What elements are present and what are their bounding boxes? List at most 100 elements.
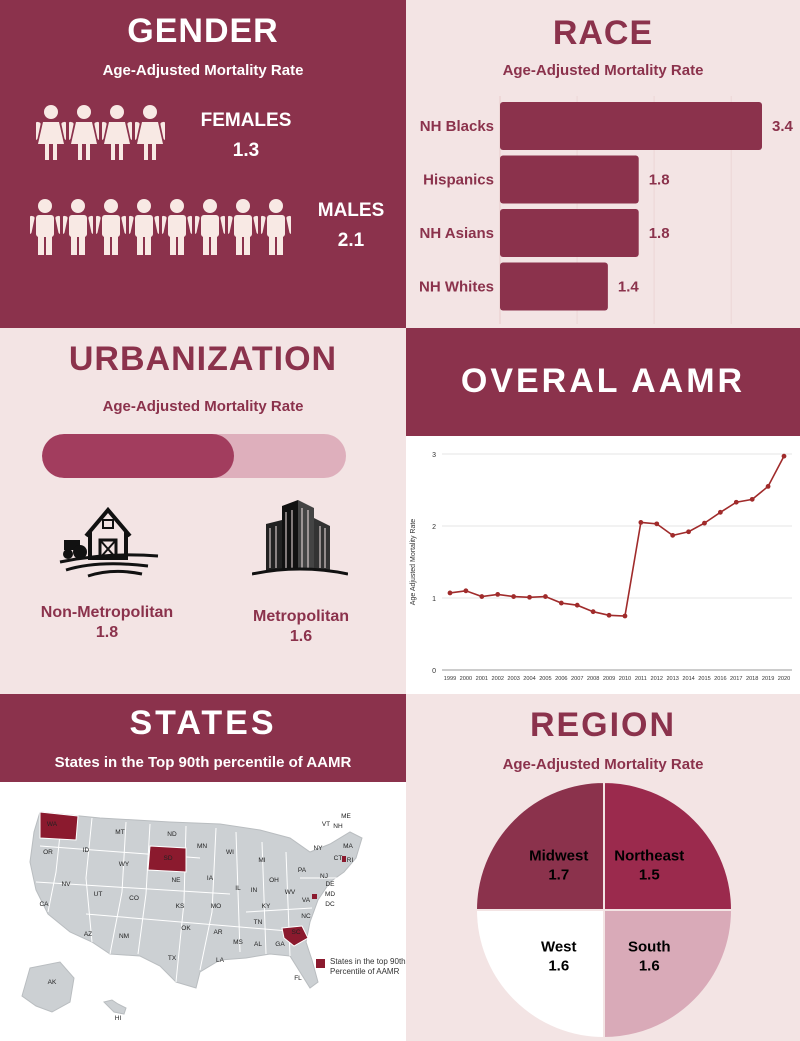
race-bar	[500, 262, 608, 311]
female-figures	[32, 104, 169, 167]
region-pie-chart: Northeast 1.5 South 1.6 West 1.6 Midwest 1.7	[474, 782, 734, 1040]
line-xtick-label: 2018	[746, 676, 758, 682]
line-point	[749, 496, 755, 502]
line-point	[606, 612, 612, 618]
states-subtitle: States in the Top 90th percentile of AAM…	[54, 754, 352, 771]
state-label: KS	[176, 903, 185, 910]
male-figure-icon	[158, 198, 196, 261]
line-xtick-label: 2014	[682, 676, 694, 682]
race-value-label: 1.8	[649, 225, 670, 242]
state-label: VT	[322, 821, 330, 828]
state-label: WV	[285, 889, 296, 896]
race-bar	[500, 155, 639, 204]
farm-icon	[58, 496, 160, 583]
state-label: ND	[167, 831, 177, 838]
hawaii-shape	[103, 999, 127, 1015]
state-label: HI	[115, 1015, 122, 1022]
line-point	[590, 609, 596, 615]
line-point	[717, 509, 723, 515]
state-label: PA	[298, 867, 307, 874]
state-label: MA	[343, 843, 353, 850]
state-label: DC	[325, 901, 335, 908]
state-ri-marker	[342, 856, 346, 862]
pie-value-label: 1.6	[639, 957, 660, 974]
state-label: UT	[94, 891, 103, 898]
state-label: GA	[275, 941, 285, 948]
male-figures	[26, 198, 295, 261]
map-legend-swatch	[316, 959, 325, 968]
race-value-label: 1.8	[649, 172, 670, 189]
line-ytick-label: 0	[432, 668, 436, 675]
state-label: SD	[163, 855, 172, 862]
state-border	[235, 831, 241, 953]
states-title: STATES	[129, 704, 277, 742]
state-label: CA	[39, 901, 49, 908]
pie-slice	[603, 909, 734, 1040]
females-value: 1.3	[232, 140, 260, 161]
state-label: MN	[197, 843, 207, 850]
pie-category-label: South	[628, 938, 671, 955]
line-xtick-label: 2017	[730, 676, 742, 682]
us-map: WA OR CA NV ID MT WY UT AZ NM CO ND SD NE KS OK TX MN IA MO…	[21, 811, 363, 1022]
line-point	[765, 484, 771, 489]
line-xtick-label: 2003	[507, 676, 519, 682]
female-figure-icon	[98, 104, 136, 167]
state-label: WI	[226, 849, 234, 856]
gender-subtitle: Age-Adjusted Mortality Rate	[102, 62, 304, 79]
state-label: MO	[211, 903, 221, 910]
race-value-label: 1.4	[618, 279, 640, 296]
state-label: NH	[333, 823, 343, 830]
line-xtick-label: 2008	[587, 676, 599, 682]
state-label: NC	[301, 913, 311, 920]
females-label: FEMALES	[200, 110, 292, 131]
state-border	[137, 823, 151, 955]
state-sd-shape	[147, 845, 187, 873]
line-xtick-label: 2013	[666, 676, 678, 682]
state-label: LA	[216, 957, 225, 964]
males-label: MALES	[317, 200, 385, 221]
state-sc-shape	[281, 925, 309, 947]
pie-value-label: 1.5	[639, 867, 660, 884]
line-point	[654, 521, 660, 527]
female-figure-icon	[32, 104, 70, 167]
state-dc-marker	[312, 894, 317, 899]
region-panel: REGION Age-Adjusted Mortality Rate North…	[406, 694, 800, 1041]
line-xtick-label: 2006	[555, 676, 567, 682]
line-xtick-label: 2019	[762, 676, 774, 682]
gender-panel: GENDER Age-Adjusted Mortality Rate FEMAL…	[0, 0, 406, 328]
state-label: IN	[251, 887, 258, 894]
state-border	[199, 827, 217, 971]
state-label: SC	[291, 929, 300, 936]
overall-line-chart: 0 1 2 3 Age Adjusted Mortality Rate 1999 2000 2…	[410, 452, 792, 682]
line-point	[463, 588, 469, 594]
state-label: VA	[302, 897, 311, 904]
state-label: IA	[207, 875, 214, 882]
state-label: NJ	[320, 873, 328, 880]
state-label: ME	[341, 813, 351, 820]
state-label: FL	[294, 975, 302, 982]
pie-slice	[474, 909, 605, 1040]
line-point	[622, 613, 628, 619]
line-point	[527, 594, 532, 600]
line-point	[733, 499, 739, 505]
line-ytick-label: 3	[432, 452, 436, 459]
state-border	[35, 881, 231, 895]
line-xtick-label: 2000	[460, 676, 472, 682]
state-label: CT	[334, 855, 343, 862]
race-title: RACE	[552, 14, 654, 52]
state-label: MD	[325, 891, 335, 898]
state-border	[245, 907, 313, 913]
state-border	[85, 913, 301, 933]
line-point	[574, 602, 580, 608]
line-xtick-label: 2016	[714, 676, 726, 682]
us-mainland-shape	[29, 811, 363, 989]
race-category-label: NH Asians	[420, 225, 494, 242]
alaska-shape	[21, 961, 75, 1013]
line-xtick-label: 2012	[651, 676, 663, 682]
overall-chart-panel: 0 1 2 3 Age Adjusted Mortality Rate 1999 2000 2…	[406, 436, 800, 694]
race-category-label: NH Whites	[419, 279, 494, 296]
state-label: WY	[119, 861, 130, 868]
line-point	[447, 590, 453, 596]
line-point	[670, 532, 676, 538]
line-xtick-label: 2004	[523, 676, 535, 682]
